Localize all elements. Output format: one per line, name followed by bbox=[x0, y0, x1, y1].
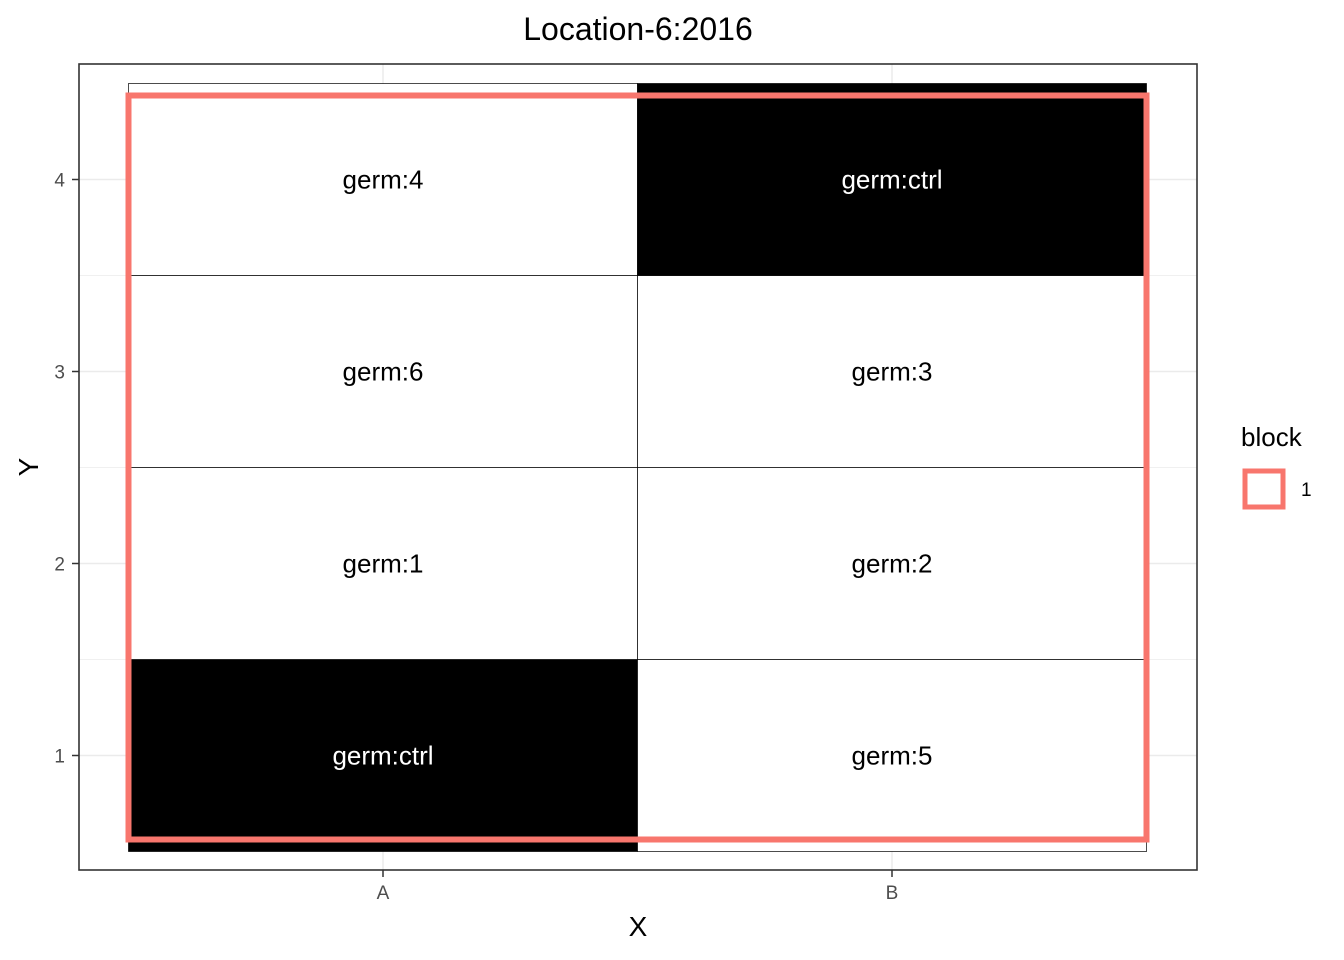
tile bbox=[637, 467, 1147, 660]
tile-label: germ:1 bbox=[343, 549, 424, 579]
block-outline bbox=[125, 92, 1150, 843]
y-tick-label: 4 bbox=[54, 171, 65, 192]
tile-label: germ:ctrl bbox=[841, 165, 942, 195]
legend-label: 1 bbox=[1301, 480, 1312, 501]
tile-label: germ:4 bbox=[343, 165, 424, 195]
y-tick-label: 1 bbox=[54, 747, 65, 768]
tile bbox=[637, 659, 1147, 852]
legend-title: block bbox=[1241, 422, 1303, 452]
tile bbox=[128, 467, 638, 660]
x-axis-title: X bbox=[629, 911, 648, 942]
block-outlines bbox=[125, 92, 1150, 843]
y-axis-title: Y bbox=[13, 457, 44, 476]
tile-label: germ:ctrl bbox=[332, 741, 433, 771]
y-tick-label: 2 bbox=[54, 555, 65, 576]
tile bbox=[128, 83, 638, 276]
x-tick-label: A bbox=[377, 883, 390, 904]
legend: block 1 bbox=[1241, 422, 1312, 510]
tile-label: germ:3 bbox=[852, 357, 933, 387]
panel-border bbox=[78, 63, 1198, 871]
tile-label: germ:2 bbox=[852, 549, 933, 579]
tile bbox=[128, 275, 638, 468]
cells: germ:ctrl germ:1 germ:6 germ:4 germ:5 germ:2 g… bbox=[128, 83, 1147, 852]
x-tick-label: B bbox=[886, 883, 899, 904]
tile-label: germ:6 bbox=[343, 357, 424, 387]
tile-label: germ:5 bbox=[852, 741, 933, 771]
legend-key bbox=[1242, 468, 1286, 510]
axes: 1 2 3 4 A B bbox=[54, 171, 898, 905]
chart-title: Location-6:2016 bbox=[523, 11, 753, 47]
tile bbox=[637, 83, 1147, 276]
y-tick-label: 3 bbox=[54, 363, 65, 384]
